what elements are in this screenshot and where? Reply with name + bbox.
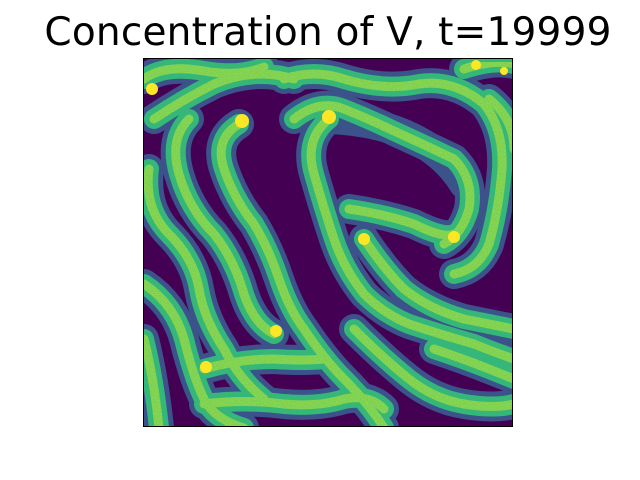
concentration-heatmap <box>143 58 513 427</box>
figure-title: Concentration of V, t=19999 <box>44 10 612 55</box>
stripe-core-layer <box>144 59 512 426</box>
turing-pattern-image <box>144 59 512 426</box>
bright-spot-layer <box>146 60 508 373</box>
